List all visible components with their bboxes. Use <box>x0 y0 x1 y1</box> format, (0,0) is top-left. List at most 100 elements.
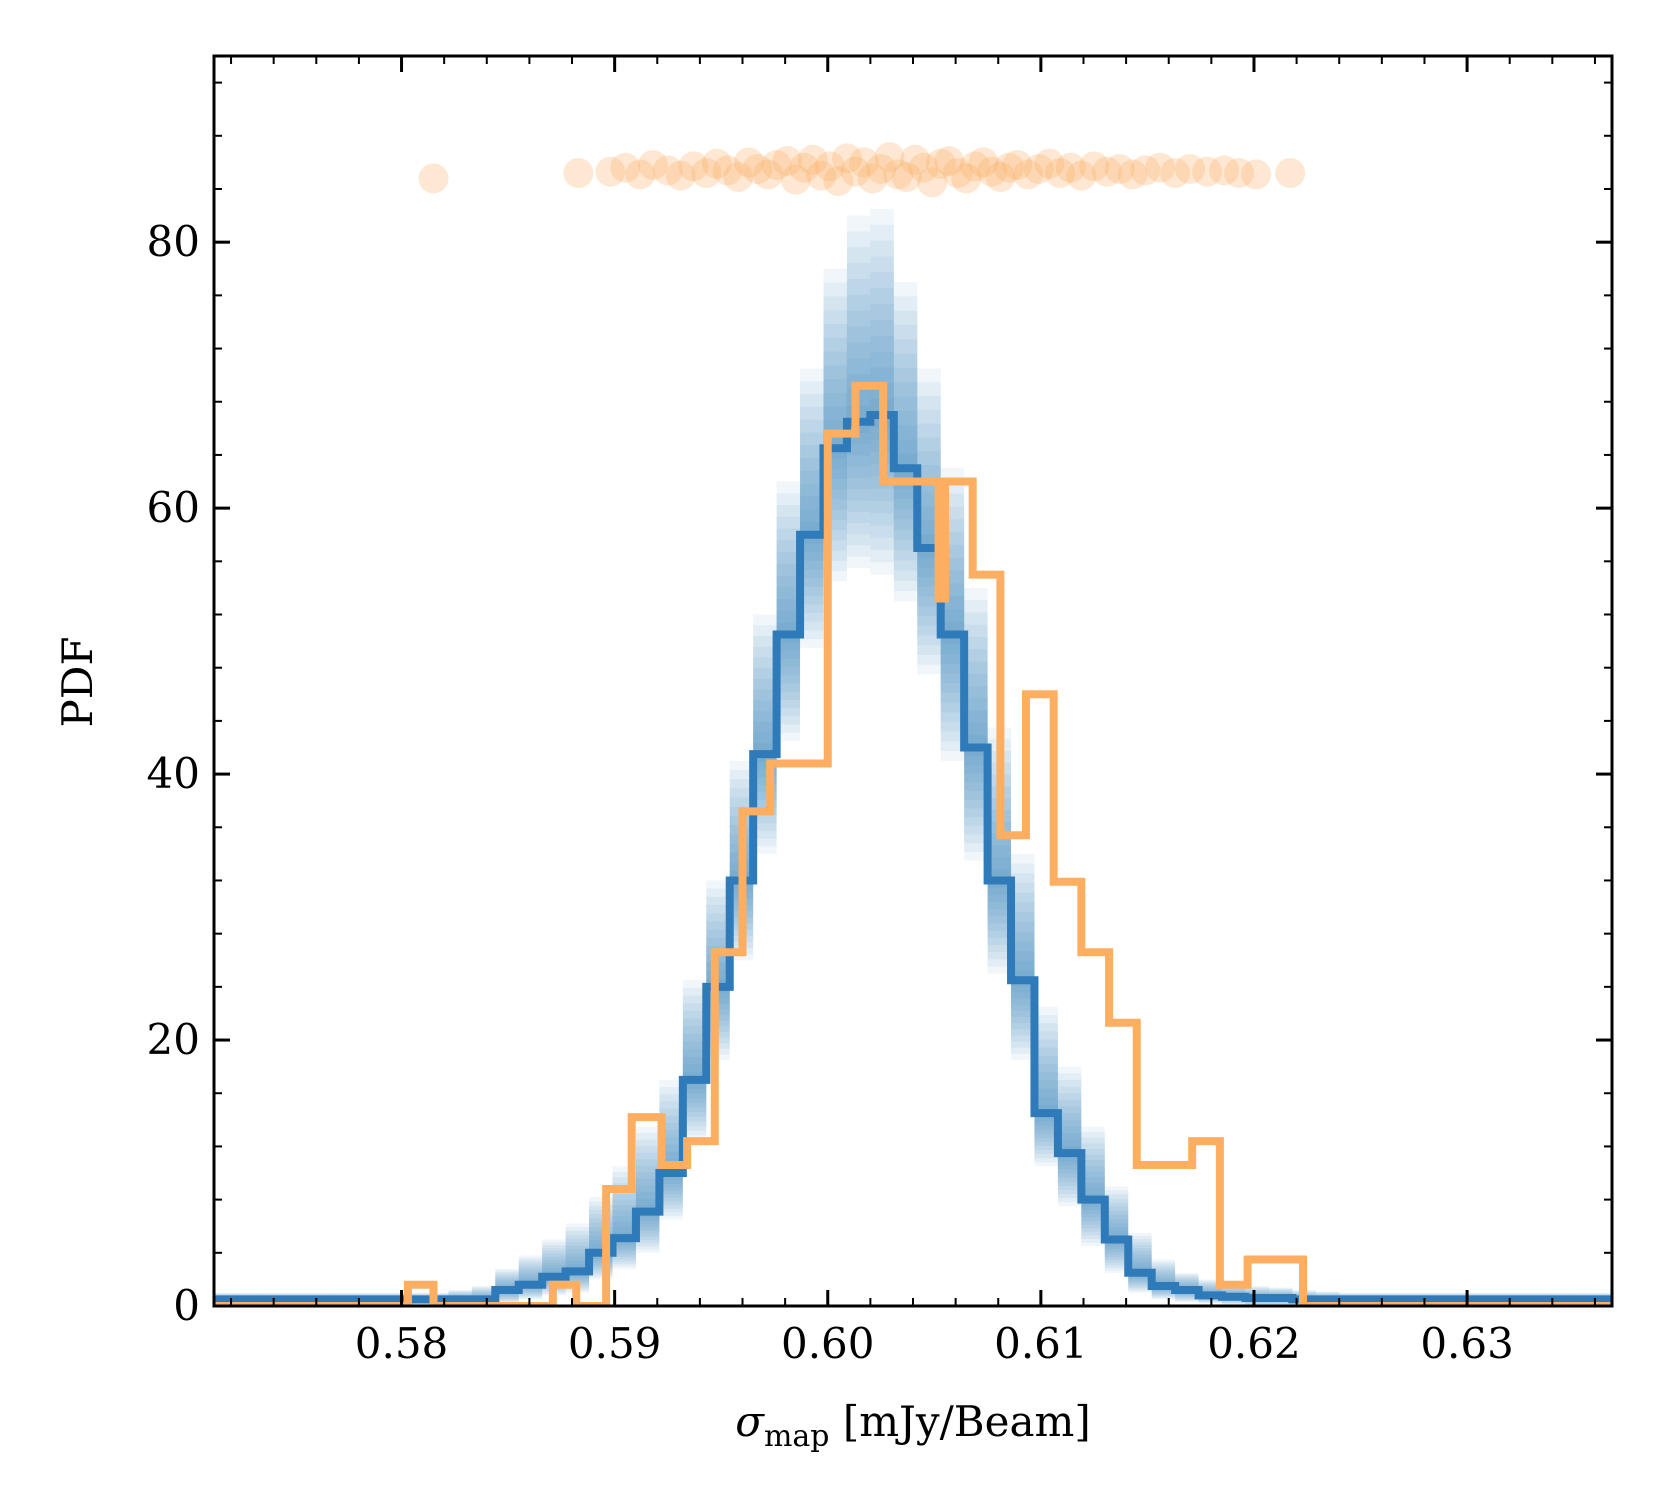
band-strip <box>1011 921 1035 1018</box>
band-strip <box>964 698 988 783</box>
x-axis-label: σmap [mJy/Beam] <box>735 1397 1090 1454</box>
posterior-sample-point <box>761 150 792 181</box>
band-strip <box>776 481 801 741</box>
band-strip <box>987 762 1012 953</box>
x-tick-label: 0.62 <box>1207 1319 1301 1368</box>
x-tick-label: 0.60 <box>781 1319 875 1368</box>
band-strip <box>1104 1206 1129 1260</box>
band-strip <box>776 575 801 676</box>
band-strip <box>635 1159 660 1237</box>
band-strip <box>800 445 824 596</box>
band-strip <box>964 673 988 800</box>
posterior-sample-point <box>831 143 862 174</box>
posterior-sample-point <box>1160 158 1191 189</box>
posterior-sample-point <box>652 155 683 186</box>
band-strip <box>964 637 988 826</box>
posterior-sample-point <box>1013 159 1044 190</box>
posterior-sample-point <box>959 151 990 182</box>
band-strip <box>1081 1137 1105 1239</box>
band-strip <box>682 1010 707 1122</box>
band-strip <box>612 1177 636 1265</box>
band-strip <box>682 995 707 1131</box>
posterior-sample-point <box>934 146 965 177</box>
posterior-sample-point <box>691 158 722 189</box>
band-strip <box>987 786 1012 938</box>
band-strip <box>1081 1132 1105 1243</box>
posterior-sample-point <box>1241 159 1272 190</box>
band-strip <box>1034 1014 1058 1163</box>
x-axis-label-unit: [mJy/Beam] <box>829 1397 1090 1446</box>
band-strip <box>893 325 918 571</box>
band-strip <box>1057 1079 1082 1199</box>
band-strip <box>893 339 918 561</box>
x-tick-label: 0.58 <box>355 1319 449 1368</box>
posterior-sample-point <box>1034 148 1065 179</box>
posterior-sample-point <box>1224 158 1255 189</box>
posterior-sample-point <box>625 159 656 190</box>
band-strip <box>635 1165 660 1234</box>
y-tick-label: 0 <box>173 1281 200 1330</box>
band-strip <box>800 432 824 605</box>
posterior-sample-point <box>1175 154 1206 185</box>
band-strip <box>1011 912 1035 1024</box>
posterior-sample-point <box>866 154 897 185</box>
band-strip <box>964 600 988 852</box>
band-strip <box>893 353 918 551</box>
posterior-sample-point <box>942 158 973 189</box>
posterior-sample-point <box>712 155 743 186</box>
posterior-sample-point <box>1104 154 1135 185</box>
band-strip <box>987 821 1012 917</box>
posterior-sample-point <box>1145 152 1176 183</box>
band-strip <box>800 368 824 648</box>
band-strip <box>893 296 918 591</box>
posterior-sample-point <box>701 148 732 179</box>
band-strip <box>776 563 801 684</box>
band-strip <box>964 612 988 844</box>
band-strip <box>1011 941 1035 1005</box>
band-strip <box>1104 1202 1129 1263</box>
x-tick-label: 0.59 <box>568 1319 662 1368</box>
band-strip <box>964 587 988 861</box>
posterior-sample-point <box>742 154 773 185</box>
model-median-histogram <box>214 411 1612 1304</box>
band-strip <box>635 1146 660 1244</box>
band-strip <box>635 1152 660 1241</box>
band-strip <box>682 1003 707 1126</box>
band-strip <box>1011 883 1035 1042</box>
posterior-sample-point <box>951 163 982 194</box>
posterior-sample-point <box>789 152 820 183</box>
band-strip <box>1081 1165 1105 1222</box>
band-strip <box>964 686 988 791</box>
band-strip <box>1034 1072 1058 1134</box>
posterior-sample-point <box>665 160 696 191</box>
plot-background <box>214 56 1612 1306</box>
band-strip <box>987 774 1012 945</box>
band-strip <box>800 419 824 613</box>
tick-labels: 0.58 0.59 0.60 0.61 0.62 0.63 0 20 40 60 80 <box>147 217 1514 1368</box>
y-axis-label: PDF <box>53 636 102 727</box>
band-strip <box>1011 951 1035 999</box>
posterior-sample-point <box>638 150 669 181</box>
band-strip <box>964 649 988 818</box>
band-strip <box>1034 1031 1058 1155</box>
band-strip <box>893 439 918 489</box>
posterior-sample-point <box>1117 159 1148 190</box>
posterior-sample-point <box>418 163 449 194</box>
posterior-sample-point <box>1079 151 1110 182</box>
band-strip <box>1104 1186 1129 1273</box>
posterior-sample-point <box>1045 158 1076 189</box>
band-strip <box>893 367 918 540</box>
band-strip <box>940 596 965 664</box>
band-strip <box>1034 1055 1058 1142</box>
band-strip <box>800 483 824 570</box>
posterior-sample-point <box>797 144 828 175</box>
x-axis-label-subscript: map <box>764 1419 830 1454</box>
posterior-sample-point <box>917 167 948 198</box>
band-strip <box>682 1056 707 1094</box>
posterior-sample-point <box>1130 155 1161 186</box>
band-strip <box>1057 1119 1082 1174</box>
band-strip <box>682 1018 707 1117</box>
y-tick-label: 20 <box>147 1015 200 1064</box>
band-strip <box>682 1041 707 1103</box>
band-strip <box>1081 1171 1105 1218</box>
